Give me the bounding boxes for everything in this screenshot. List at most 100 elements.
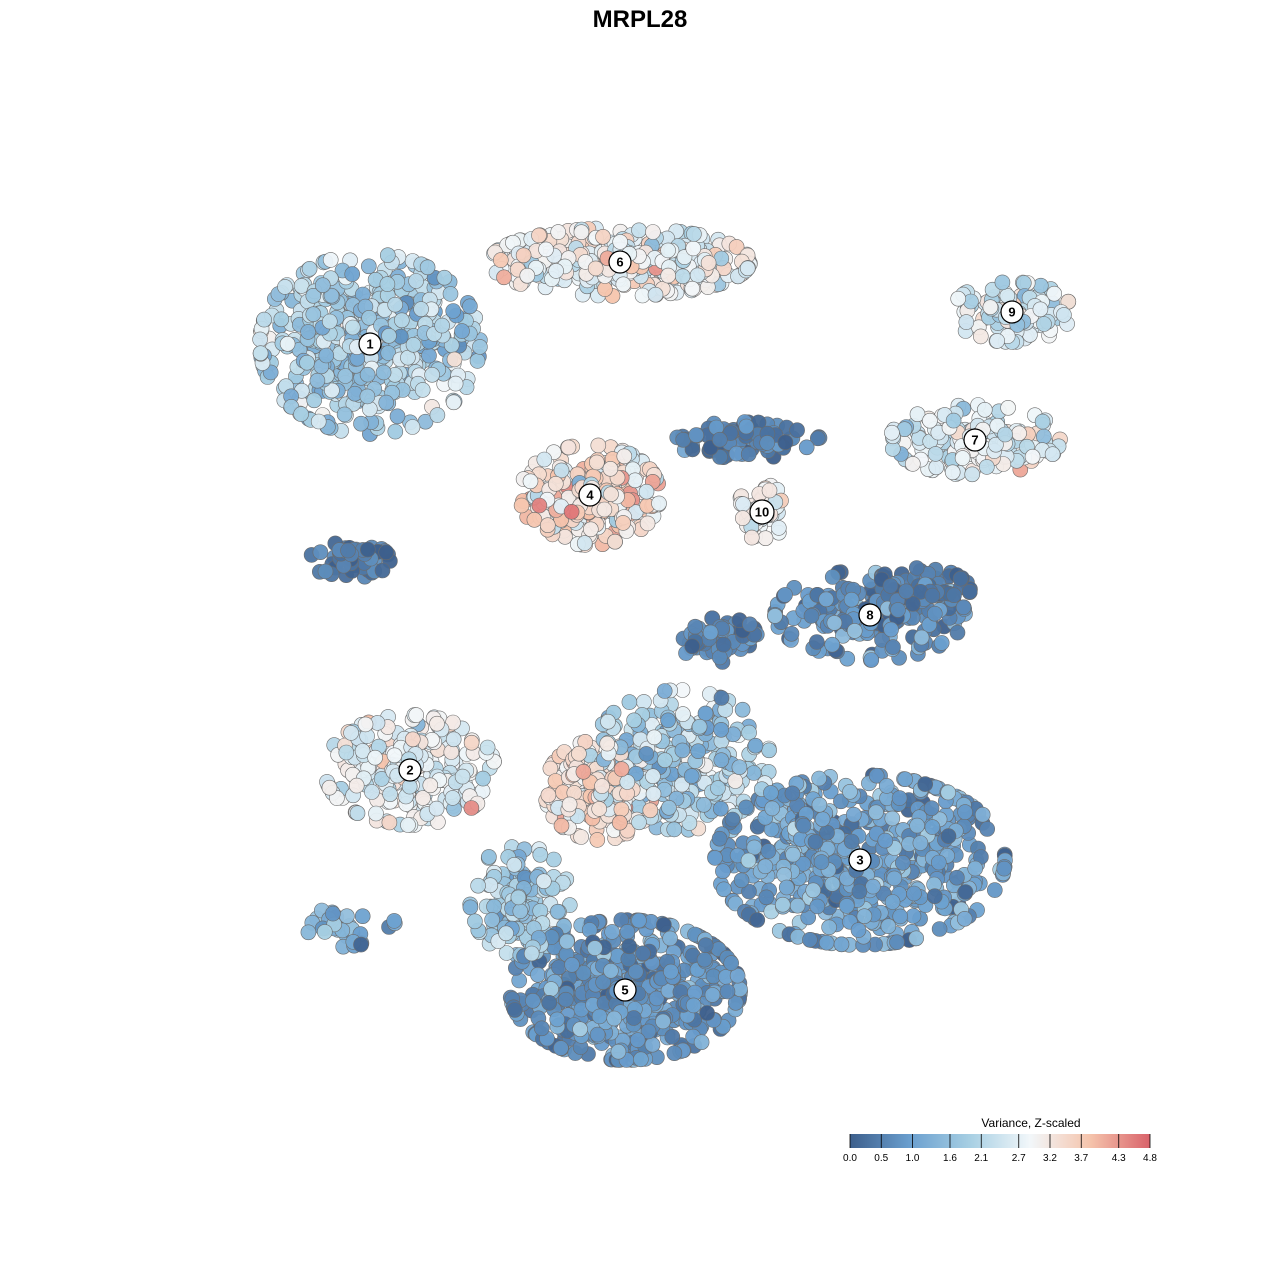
data-point [445,303,462,319]
data-point [454,323,470,339]
data-point [702,624,719,641]
data-point [715,636,732,653]
data-point [963,293,979,310]
data-point [711,830,728,847]
colorbar-tick-label: 0.0 [843,1153,857,1164]
data-point [733,872,750,889]
data-point [949,624,966,641]
data-point [850,922,867,938]
data-point [543,981,559,997]
data-point [602,460,619,477]
data-point [404,419,421,435]
data-point [738,799,754,816]
data-point [731,759,748,776]
data-point [340,542,356,559]
data-point [646,729,663,746]
data-point [741,883,757,900]
data-point [316,924,333,940]
data-point [603,962,619,979]
data-point [538,241,554,258]
data-point [613,761,630,777]
data-point [690,743,707,760]
data-point [551,959,567,976]
data-point [484,912,500,928]
data-point [627,963,644,980]
data-point [697,937,714,954]
data-point [707,850,723,866]
data-point [889,934,905,951]
data-point [687,618,704,635]
data-point [252,345,269,362]
data-point [863,652,880,668]
data-point [559,933,575,950]
data-point [813,854,830,870]
data-point [587,940,603,956]
data-point [415,790,431,806]
data-point [428,800,445,817]
data-point [986,882,1003,898]
data-point [545,851,562,868]
data-point [657,752,673,769]
data-point [519,267,536,284]
data-point [553,462,570,479]
data-point [843,833,860,850]
data-point [894,854,911,871]
data-point [404,731,421,748]
data-point [661,799,677,816]
data-point [615,276,632,293]
data-point [389,408,406,425]
data-point [324,382,340,399]
data-point [540,787,557,804]
data-point [526,511,543,528]
data-point [760,843,777,859]
data-point [445,731,462,748]
data-point [763,785,779,801]
data-point [252,331,268,348]
data-point [785,846,801,863]
cluster-label-text: 6 [616,255,623,270]
data-point [931,921,948,937]
data-point [683,768,700,784]
data-point [380,345,397,361]
data-point [758,889,775,906]
data-point [940,784,957,801]
data-point [684,280,701,297]
cluster-label-text: 4 [586,488,594,503]
data-point [783,625,800,642]
data-point [615,515,631,531]
data-point [826,615,843,631]
data-point [621,938,638,955]
data-point [436,269,453,286]
cluster-label-text: 2 [406,763,413,778]
cluster-label: 7 [963,428,987,452]
data-point [532,846,549,863]
data-point [454,768,471,785]
data-point [956,910,973,927]
data-point [530,966,546,983]
data-point [824,876,841,892]
data-point [445,714,461,731]
data-point [884,810,901,827]
cluster-label-text: 10 [755,505,769,520]
cluster-label-badge [1000,300,1024,324]
data-point [387,296,404,313]
data-point [685,240,702,257]
data-point [413,301,429,317]
data-point [967,860,984,877]
data-point [344,266,361,282]
data-point [739,260,756,277]
data-point [616,448,633,465]
data-point [713,752,730,769]
data-point [666,1045,683,1061]
data-point [475,770,491,787]
data-point [660,267,677,284]
data-point [945,412,962,429]
data-point [305,306,322,323]
data-point [631,814,647,831]
data-point [321,313,338,330]
data-point [344,319,361,336]
data-point [421,347,437,364]
data-point [368,805,384,822]
data-point [926,888,943,905]
